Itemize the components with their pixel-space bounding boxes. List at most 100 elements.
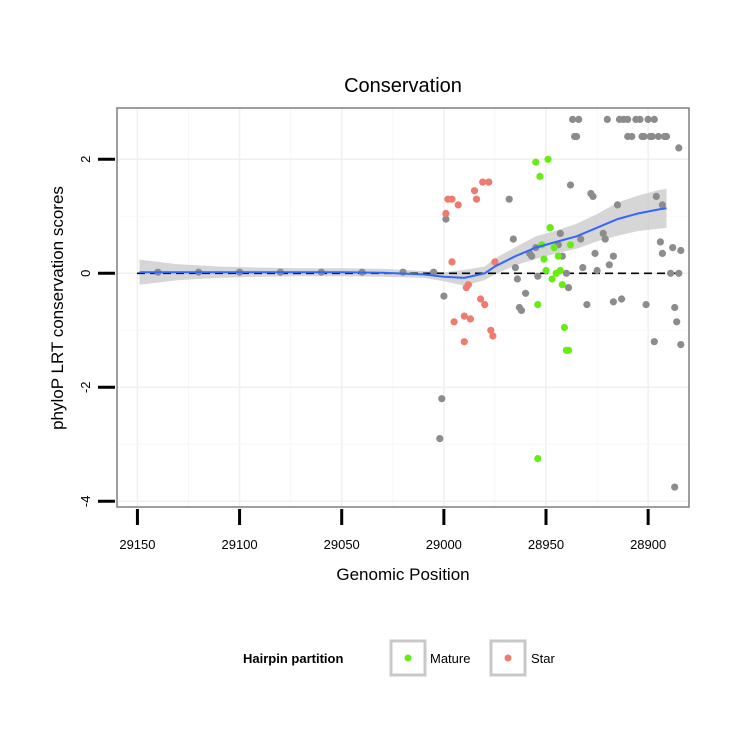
point-other — [673, 318, 681, 326]
x-tick-label: 29050 — [324, 537, 360, 552]
point-other — [438, 395, 446, 403]
point-star — [448, 258, 456, 266]
point-mature — [548, 275, 556, 283]
point-other — [528, 252, 536, 260]
point-star — [448, 195, 456, 203]
confidence-band — [139, 188, 667, 286]
point-mature — [540, 255, 548, 263]
point-other — [579, 264, 587, 272]
point-star — [472, 195, 481, 203]
point-other — [644, 115, 652, 123]
point-other — [675, 144, 683, 152]
point-other — [658, 201, 667, 209]
point-other — [556, 229, 564, 237]
point-mature — [536, 172, 544, 180]
point-other — [609, 298, 618, 306]
plot-panel — [116, 107, 690, 508]
point-star — [450, 318, 458, 326]
point-star — [454, 201, 462, 209]
point-other — [650, 338, 658, 346]
point-other — [599, 229, 607, 237]
y-tick-label: -4 — [78, 496, 93, 508]
point-other — [671, 483, 679, 491]
point-star — [477, 295, 485, 303]
point-mature — [560, 323, 569, 332]
point-other — [564, 284, 573, 292]
point-other — [440, 292, 448, 300]
point-other — [505, 195, 513, 203]
panel-background — [117, 108, 689, 507]
point-mature — [558, 281, 566, 289]
point-mature — [534, 301, 542, 309]
data-points — [154, 115, 685, 491]
point-other — [593, 266, 601, 275]
x-tick-label: 29150 — [119, 537, 155, 552]
legend-label-mature: Mature — [430, 651, 470, 666]
point-other — [609, 252, 618, 260]
x-axis-title: Genomic Position — [336, 565, 469, 584]
point-other — [534, 272, 542, 280]
point-other — [573, 132, 581, 141]
point-star — [491, 258, 499, 266]
point-other — [613, 201, 622, 209]
point-mature — [564, 346, 573, 354]
point-mature — [532, 158, 540, 166]
y-axis: -4 -2 0 2 — [78, 156, 115, 507]
legend-mature-dot — [404, 654, 412, 662]
point-other — [652, 192, 660, 200]
point-other — [669, 244, 677, 252]
x-tick-label: 29100 — [221, 537, 257, 552]
point-other — [618, 295, 626, 303]
legend-title: Hairpin partition — [243, 651, 343, 666]
x-axis: 29150 29100 29050 29000 28950 28900 — [119, 509, 666, 552]
legend-star-dot — [504, 654, 512, 662]
y-tick-label: 0 — [78, 270, 93, 277]
x-tick-label: 28900 — [630, 537, 666, 552]
point-other — [562, 269, 571, 277]
x-tick-label: 29000 — [426, 537, 462, 552]
point-other — [648, 132, 656, 141]
point-star — [460, 312, 468, 320]
point-other — [575, 115, 583, 123]
chart-title: Conservation — [344, 75, 462, 97]
point-other — [583, 301, 591, 309]
point-star — [481, 301, 489, 309]
point-other — [511, 264, 519, 272]
point-star — [460, 338, 468, 346]
point-mature — [550, 244, 558, 252]
point-other — [675, 269, 683, 277]
point-other — [624, 115, 632, 123]
y-axis-title: phyloP LRT conservation scores — [48, 186, 67, 430]
point-other — [662, 132, 671, 141]
point-star — [464, 281, 472, 289]
point-other — [654, 132, 663, 141]
point-star — [442, 209, 450, 218]
point-mature — [534, 455, 542, 463]
point-other — [636, 115, 644, 123]
point-other — [667, 269, 675, 277]
point-star — [466, 315, 474, 323]
point-other — [513, 275, 522, 283]
point-other — [650, 115, 658, 123]
point-mature — [554, 252, 562, 260]
point-other — [577, 235, 585, 243]
point-star — [470, 187, 479, 195]
point-mature — [546, 224, 554, 232]
point-mature — [566, 241, 575, 249]
point-other — [603, 115, 611, 123]
point-mature — [556, 266, 564, 275]
point-other — [509, 235, 517, 243]
point-other — [517, 306, 526, 314]
point-other — [601, 235, 609, 243]
point-other — [430, 268, 438, 276]
point-mature — [542, 266, 550, 275]
point-other — [522, 289, 530, 297]
point-star — [489, 332, 497, 340]
point-other — [436, 435, 444, 443]
point-star — [487, 326, 495, 334]
point-other — [628, 132, 636, 141]
point-other — [399, 268, 407, 276]
point-other — [658, 249, 667, 257]
point-other — [677, 246, 685, 255]
